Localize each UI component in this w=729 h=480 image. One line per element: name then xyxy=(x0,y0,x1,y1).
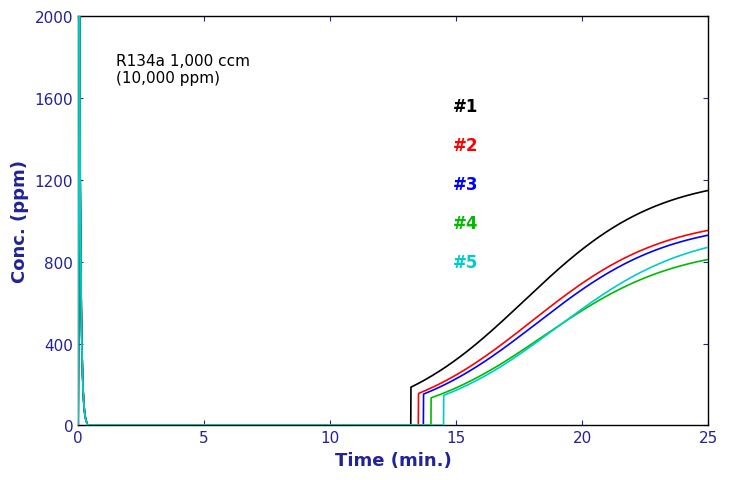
Text: #2: #2 xyxy=(453,137,478,155)
Text: R134a 1,000 ccm
(10,000 ppm): R134a 1,000 ccm (10,000 ppm) xyxy=(116,54,250,86)
Text: #5: #5 xyxy=(453,253,478,271)
X-axis label: Time (min.): Time (min.) xyxy=(335,451,451,469)
Y-axis label: Conc. (ppm): Conc. (ppm) xyxy=(11,160,29,283)
Text: #4: #4 xyxy=(453,215,478,232)
Text: #1: #1 xyxy=(453,98,478,116)
Text: #3: #3 xyxy=(453,176,478,193)
